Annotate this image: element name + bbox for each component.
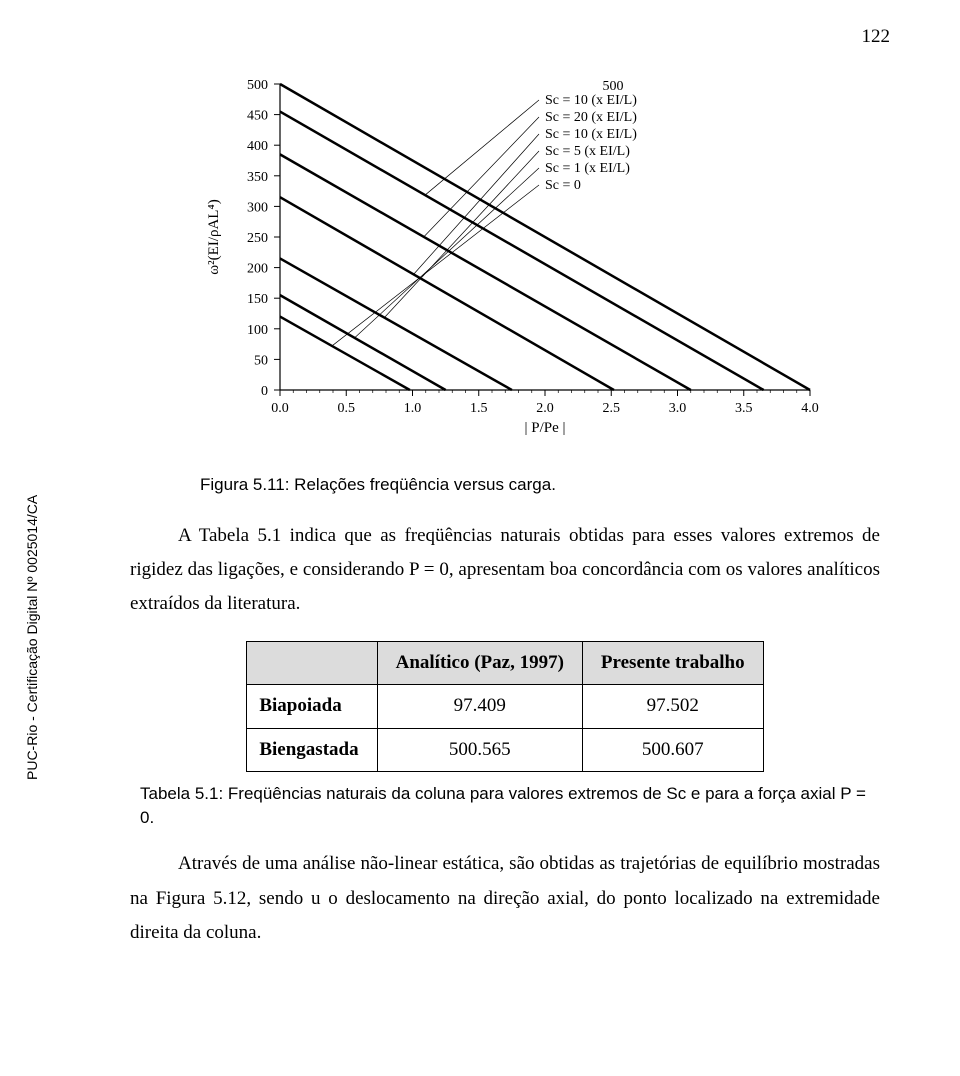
- col-header-present: Presente trabalho: [582, 642, 763, 685]
- page: 122 PUC-Rio - Certificação Digital Nº 00…: [0, 0, 960, 1029]
- paragraph-2: Através de uma análise não-linear estáti…: [130, 847, 880, 950]
- svg-text:350: 350: [247, 170, 268, 185]
- cell: 97.502: [582, 685, 763, 728]
- certification-label: PUC-Rio - Certificação Digital Nº 002501…: [20, 495, 45, 780]
- svg-text:Sc = 20 (x EI/L): Sc = 20 (x EI/L): [545, 110, 637, 125]
- svg-text:150: 150: [247, 292, 268, 307]
- chart-svg: 0 50 100 150 200 250 300 350 400 450 500 0.0 0.5 1.0 1…: [185, 70, 825, 450]
- svg-text:250: 250: [247, 231, 268, 246]
- cell: 500.565: [377, 728, 582, 771]
- svg-text:ω²(EI/ρAL⁴): ω²(EI/ρAL⁴): [206, 199, 222, 274]
- svg-text:0.0: 0.0: [271, 401, 289, 416]
- svg-text:400: 400: [247, 139, 268, 154]
- svg-text:| P/Pe |: | P/Pe |: [524, 420, 565, 436]
- svg-text:1.5: 1.5: [470, 401, 488, 416]
- svg-text:100: 100: [247, 323, 268, 338]
- svg-text:0: 0: [261, 384, 268, 399]
- svg-text:3.5: 3.5: [735, 401, 753, 416]
- paragraph-1: A Tabela 5.1 indica que as freqüências n…: [130, 519, 880, 622]
- svg-text:Sc = 10 (x EI/L): Sc = 10 (x EI/L): [545, 93, 637, 108]
- figure-chart: 0 50 100 150 200 250 300 350 400 450 500 0.0 0.5 1.0 1…: [130, 70, 880, 450]
- svg-text:Sc = 0: Sc = 0: [545, 178, 581, 193]
- svg-text:500: 500: [247, 78, 268, 93]
- svg-text:Sc = 10 (x EI/L): Sc = 10 (x EI/L): [545, 127, 637, 142]
- svg-text:300: 300: [247, 200, 268, 215]
- row-label: Biapoiada: [247, 685, 377, 728]
- table-row: Biapoiada 97.409 97.502: [247, 685, 763, 728]
- table-row: Biengastada 500.565 500.607: [247, 728, 763, 771]
- figure-caption: Figura 5.11: Relações freqüência versus …: [200, 470, 880, 501]
- svg-text:1.0: 1.0: [404, 401, 422, 416]
- svg-text:450: 450: [247, 109, 268, 124]
- svg-text:2.5: 2.5: [603, 401, 621, 416]
- results-table: Analítico (Paz, 1997) Presente trabalho …: [246, 641, 763, 772]
- table-corner-cell: [247, 642, 377, 685]
- table-header-row: Analítico (Paz, 1997) Presente trabalho: [247, 642, 763, 685]
- table-caption: Tabela 5.1: Freqüências naturais da colu…: [140, 782, 870, 830]
- svg-text:200: 200: [247, 262, 268, 277]
- svg-text:0.5: 0.5: [338, 401, 356, 416]
- cell: 97.409: [377, 685, 582, 728]
- page-number: 122: [862, 20, 891, 54]
- svg-text:50: 50: [254, 353, 268, 368]
- svg-text:Sc = 5 (x EI/L): Sc = 5 (x EI/L): [545, 144, 630, 159]
- svg-text:3.0: 3.0: [669, 401, 687, 416]
- col-header-analytic: Analítico (Paz, 1997): [377, 642, 582, 685]
- svg-text:Sc = 1 (x EI/L): Sc = 1 (x EI/L): [545, 161, 630, 176]
- row-label: Biengastada: [247, 728, 377, 771]
- svg-text:4.0: 4.0: [801, 401, 819, 416]
- cell: 500.607: [582, 728, 763, 771]
- svg-text:500: 500: [603, 79, 624, 94]
- svg-text:2.0: 2.0: [536, 401, 554, 416]
